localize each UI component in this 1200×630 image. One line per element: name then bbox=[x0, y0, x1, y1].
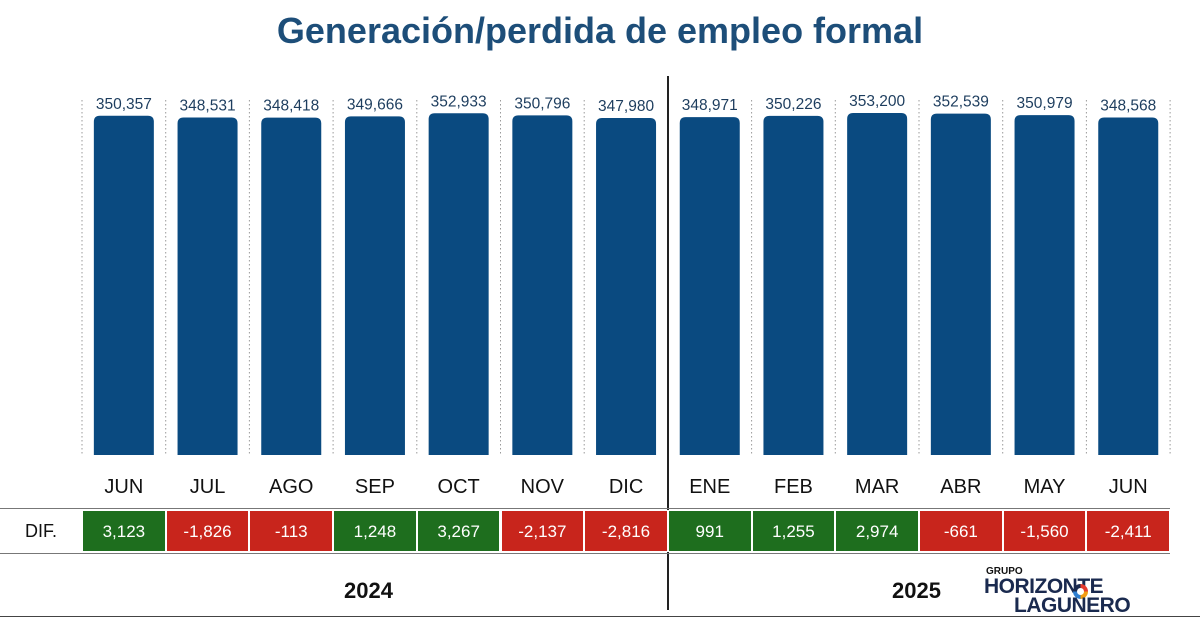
category-label: JUN bbox=[104, 476, 143, 498]
grupo-horizonte-lagunero-logo: GRUPO HORIZONTE LAGUNERO bbox=[984, 566, 1194, 617]
year-divider bbox=[667, 76, 669, 610]
category-label: OCT bbox=[438, 476, 480, 498]
bar-value-label: 348,971 bbox=[682, 97, 738, 114]
difference-cell: -1,826 bbox=[165, 510, 250, 552]
bar-value-label: 350,226 bbox=[765, 96, 821, 113]
category-label: MAY bbox=[1024, 476, 1066, 498]
bar-value-label: 352,539 bbox=[933, 94, 989, 111]
category-label: ABR bbox=[940, 476, 981, 498]
logo-line-2: LAGUNERO bbox=[1014, 594, 1131, 617]
bar-value-label: 353,200 bbox=[849, 93, 905, 110]
bar-dic-6 bbox=[596, 118, 657, 455]
chart-title: Generación/perdida de empleo formal bbox=[276, 10, 924, 51]
difference-cell: 1,248 bbox=[333, 510, 417, 552]
bar-value-label: 350,979 bbox=[1017, 95, 1073, 112]
difference-cell: -2,816 bbox=[584, 510, 668, 552]
bar-jun-12 bbox=[1098, 117, 1159, 456]
category-label: NOV bbox=[521, 476, 565, 498]
bar-value-label: 348,531 bbox=[180, 98, 236, 115]
category-label: JUL bbox=[190, 476, 226, 498]
year-label-2024: 2024 bbox=[344, 578, 393, 603]
difference-cell: -113 bbox=[249, 510, 334, 552]
difference-cell: -2,411 bbox=[1086, 510, 1171, 552]
bar-abr-10 bbox=[930, 113, 991, 455]
bar-value-label: 348,418 bbox=[263, 98, 319, 115]
bar-value-label: 350,357 bbox=[96, 96, 152, 113]
bar-ene-7 bbox=[679, 117, 740, 455]
bar-jul-1 bbox=[177, 117, 238, 456]
difference-row-label: DIF. bbox=[24, 521, 57, 541]
bar-value-label: 348,568 bbox=[1100, 97, 1156, 114]
difference-cell: 1,255 bbox=[751, 510, 836, 552]
bottom-rule bbox=[0, 616, 1200, 617]
category-label: SEP bbox=[355, 476, 395, 498]
category-label: FEB bbox=[774, 476, 813, 498]
bar-ago-2 bbox=[261, 117, 322, 455]
difference-cell: 2,974 bbox=[835, 510, 919, 552]
difference-cell: 3,123 bbox=[82, 510, 166, 552]
bar-value-label: 347,980 bbox=[598, 98, 654, 115]
category-label: AGO bbox=[269, 476, 313, 498]
difference-cell: 3,267 bbox=[416, 510, 501, 552]
bar-value-label: 352,933 bbox=[431, 93, 487, 110]
bar-mar-9 bbox=[847, 113, 908, 455]
category-label: JUN bbox=[1109, 476, 1148, 498]
bar-jun-0 bbox=[93, 115, 154, 456]
bar-feb-8 bbox=[763, 115, 824, 455]
difference-cell: -1,560 bbox=[1002, 510, 1087, 552]
year-label-2025: 2025 bbox=[892, 578, 941, 603]
bar-value-label: 350,796 bbox=[514, 95, 570, 112]
logo-grupo-text: GRUPO bbox=[986, 566, 1023, 577]
bar-may-11 bbox=[1014, 115, 1075, 455]
bar-chart: 350,357 JUN 348,531 JUL 348,418 AGO 349,666 SEP… bbox=[81, 93, 1171, 498]
category-label: MAR bbox=[855, 476, 899, 498]
bar-nov-5 bbox=[512, 115, 573, 456]
category-label: ENE bbox=[689, 476, 730, 498]
logo-ring-icon bbox=[1073, 584, 1088, 599]
difference-cell: -2,137 bbox=[500, 510, 585, 552]
category-label: DIC bbox=[609, 476, 643, 498]
bar-sep-3 bbox=[344, 116, 405, 455]
difference-cell: -661 bbox=[919, 510, 1003, 552]
difference-cell: 991 bbox=[667, 510, 752, 552]
bar-oct-4 bbox=[428, 113, 489, 455]
bar-value-label: 349,666 bbox=[347, 96, 403, 113]
